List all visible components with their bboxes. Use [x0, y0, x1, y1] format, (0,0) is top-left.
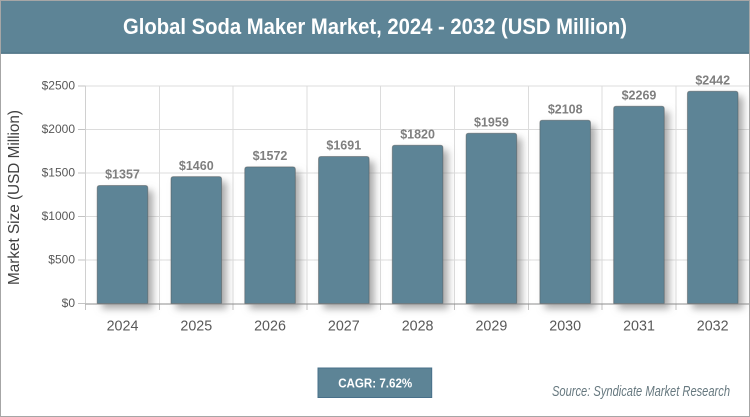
svg-text:2025: 2025 [180, 318, 212, 334]
svg-text:2029: 2029 [475, 318, 507, 334]
svg-text:CAGR: 7.62%: CAGR: 7.62% [338, 376, 413, 391]
svg-text:$2269: $2269 [622, 89, 657, 103]
svg-text:2028: 2028 [402, 318, 434, 334]
svg-text:2031: 2031 [623, 318, 655, 334]
svg-text:$0: $0 [62, 296, 76, 310]
svg-text:$2000: $2000 [42, 122, 76, 136]
svg-text:$1572: $1572 [253, 149, 288, 163]
svg-text:$2500: $2500 [42, 79, 76, 93]
svg-text:$1357: $1357 [105, 168, 140, 182]
svg-text:2027: 2027 [328, 318, 360, 334]
svg-text:$1460: $1460 [179, 159, 214, 173]
svg-text:$2108: $2108 [548, 103, 583, 117]
svg-text:$1691: $1691 [326, 139, 361, 153]
svg-text:2024: 2024 [107, 318, 139, 334]
svg-text:$1000: $1000 [42, 209, 76, 223]
svg-text:2026: 2026 [254, 318, 286, 334]
svg-text:$2442: $2442 [695, 73, 730, 87]
svg-text:2030: 2030 [549, 318, 581, 334]
svg-text:Market Size (USD Million): Market Size (USD Million) [6, 110, 23, 285]
svg-text:$1820: $1820 [400, 128, 435, 142]
svg-text:Global Soda Maker Market, 2024: Global Soda Maker Market, 2024 - 2032 (U… [123, 14, 627, 39]
svg-text:$1500: $1500 [42, 166, 76, 180]
svg-text:$500: $500 [48, 252, 75, 266]
svg-text:$1959: $1959 [474, 115, 509, 129]
svg-text:2032: 2032 [697, 318, 729, 334]
svg-text:Source: Syndicate Market Resea: Source: Syndicate Market Research [552, 384, 730, 400]
